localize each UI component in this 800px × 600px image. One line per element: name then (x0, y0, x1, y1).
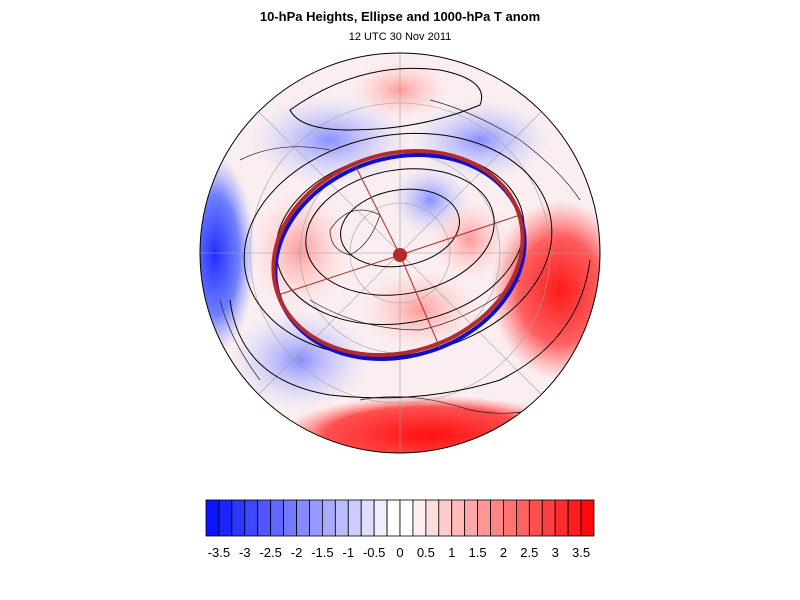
colorbar-box (477, 499, 491, 537)
colorbar-tick-label: 3.5 (572, 545, 590, 560)
colorbar-box (347, 499, 362, 537)
colorbar-tick-label: 3 (552, 545, 559, 560)
colorbar-box (528, 499, 543, 537)
colorbar-box (490, 499, 504, 537)
map-boundary (199, 52, 601, 454)
coastlines (219, 99, 581, 414)
page-subtitle: 12 UTC 30 Nov 2011 (348, 31, 452, 43)
colorbar-box (425, 499, 440, 537)
colorbar-box (541, 499, 556, 537)
colorbar-tick-label: 0.5 (417, 545, 435, 560)
colorbar-box (244, 499, 259, 537)
colorbar-box (386, 499, 401, 537)
colorbar-tick-label: 2.5 (520, 545, 538, 560)
colorbar-box (554, 499, 569, 537)
colorbar-tick-label: 0 (396, 545, 403, 560)
colorbar-box (438, 499, 453, 537)
page-title: 10-hPa Heights, Ellipse and 1000-hPa T a… (259, 9, 541, 24)
colorbar-tick-label: 1 (448, 545, 455, 560)
colorbar-box (309, 499, 323, 537)
colorbar-box (296, 499, 310, 537)
colorbar-box (360, 499, 375, 537)
colorbar-box (321, 499, 336, 537)
colorbar-box (464, 499, 478, 537)
colorbar-box (231, 499, 246, 537)
colorbar-box (567, 499, 582, 537)
colorbar-box (270, 499, 284, 537)
colorbar-tick-label: -3 (239, 545, 251, 560)
colorbar-tick-label: -1 (342, 545, 354, 560)
colorbar-box (373, 499, 388, 537)
colorbar-tick-label: 1.5 (469, 545, 487, 560)
polar-map (199, 52, 601, 454)
colorbar-box (516, 499, 530, 537)
colorbar-tick-label: -1.5 (311, 545, 333, 560)
colorbar-tick-label: 2 (500, 545, 507, 560)
colorbar-box (399, 499, 414, 537)
colorbar-box (412, 499, 427, 537)
colorbar-box (580, 499, 595, 537)
colorbar-tick-label: -0.5 (363, 545, 385, 560)
colorbar-box (503, 499, 517, 537)
colorbar-tick-label: -2.5 (259, 545, 281, 560)
colorbar-box (334, 499, 349, 537)
colorbar-box (451, 499, 466, 537)
colorbar-box (257, 499, 272, 537)
colorbar-box (283, 499, 297, 537)
vortex-center-marker (393, 248, 407, 262)
colorbar-tick-label: -2 (291, 545, 303, 560)
vortex-ellipse (271, 148, 527, 362)
colorbar-box (218, 499, 233, 537)
colorbar-box (205, 499, 220, 537)
colorbar-tick-label: -3.5 (208, 545, 230, 560)
